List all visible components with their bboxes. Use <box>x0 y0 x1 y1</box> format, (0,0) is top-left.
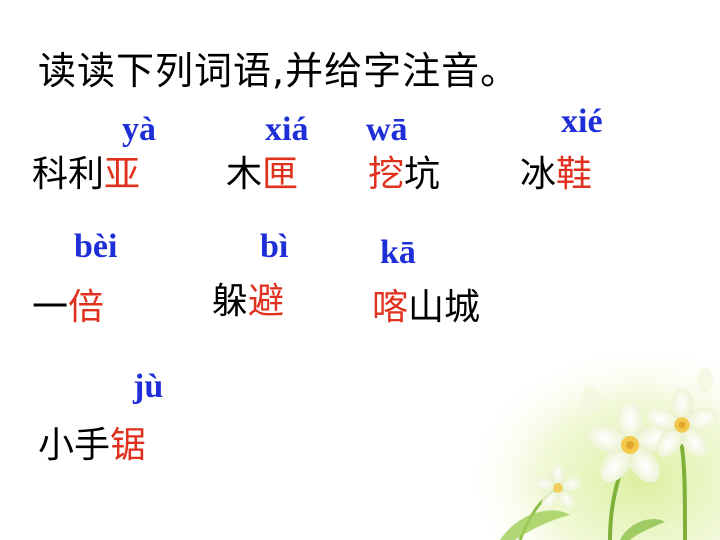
word-target: 亚 <box>104 154 141 195</box>
pinyin-bi: bì <box>260 228 289 265</box>
word-xiaoshouju: 小手锯 <box>38 428 146 464</box>
word-bingxie: 冰鞋 <box>520 157 592 193</box>
word-target: 倍 <box>68 287 105 328</box>
word-target: 锯 <box>110 425 147 466</box>
pinyin-ya: yà <box>122 111 156 148</box>
word-duobi: 躲避 <box>212 284 284 320</box>
word-plain: 躲 <box>212 281 249 322</box>
pinyin-wa: wā <box>366 111 408 148</box>
word-keliya: 科利亚 <box>32 157 140 193</box>
slide-title: 读读下列词语,并给字注音。 <box>38 49 520 93</box>
word-target: 匣 <box>262 154 299 195</box>
pinyin-xie: xié <box>561 103 603 140</box>
word-kashancheng: 喀山城 <box>372 290 480 326</box>
word-yibei: 一倍 <box>32 290 104 326</box>
word-after: 山城 <box>408 287 481 328</box>
pinyin-ka: kā <box>380 234 416 271</box>
word-plain: 小手 <box>38 425 111 466</box>
word-target: 喀 <box>372 287 409 328</box>
word-plain: 木 <box>226 154 263 195</box>
flower-decoration <box>460 340 720 540</box>
pinyin-ju: jù <box>133 368 164 405</box>
word-muxia: 木匣 <box>226 157 298 193</box>
word-target: 鞋 <box>556 154 593 195</box>
word-after: 坑 <box>404 154 441 195</box>
pinyin-xia: xiá <box>265 111 309 148</box>
word-target: 避 <box>248 281 285 322</box>
word-plain: 一 <box>32 287 69 328</box>
word-wakeng: 挖坑 <box>368 157 440 193</box>
word-target: 挖 <box>368 154 405 195</box>
word-plain: 冰 <box>520 154 557 195</box>
pinyin-bei: bèi <box>74 228 118 265</box>
word-plain: 科利 <box>32 154 105 195</box>
